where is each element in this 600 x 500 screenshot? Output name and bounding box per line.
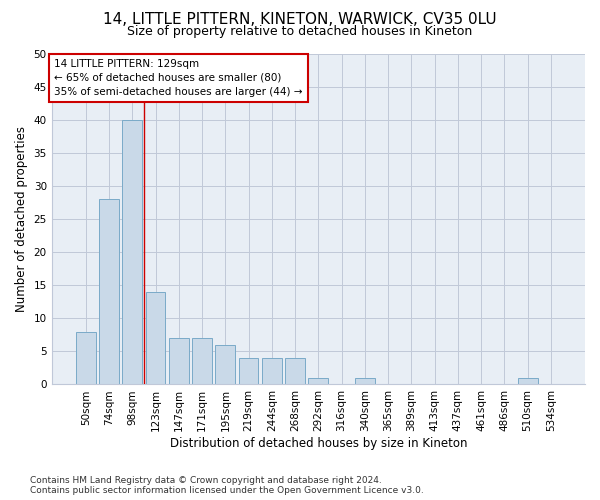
Bar xyxy=(308,378,328,384)
Bar xyxy=(355,378,375,384)
Bar xyxy=(122,120,142,384)
Bar xyxy=(99,200,119,384)
Bar xyxy=(262,358,282,384)
Bar xyxy=(285,358,305,384)
Bar xyxy=(169,338,188,384)
X-axis label: Distribution of detached houses by size in Kineton: Distribution of detached houses by size … xyxy=(170,437,467,450)
Bar xyxy=(192,338,212,384)
Bar xyxy=(239,358,259,384)
Text: 14, LITTLE PITTERN, KINETON, WARWICK, CV35 0LU: 14, LITTLE PITTERN, KINETON, WARWICK, CV… xyxy=(103,12,497,28)
Bar xyxy=(518,378,538,384)
Bar xyxy=(76,332,95,384)
Text: Size of property relative to detached houses in Kineton: Size of property relative to detached ho… xyxy=(127,25,473,38)
Text: 14 LITTLE PITTERN: 129sqm
← 65% of detached houses are smaller (80)
35% of semi-: 14 LITTLE PITTERN: 129sqm ← 65% of detac… xyxy=(55,59,303,97)
Bar xyxy=(146,292,166,384)
Y-axis label: Number of detached properties: Number of detached properties xyxy=(15,126,28,312)
Bar xyxy=(215,345,235,385)
Text: Contains HM Land Registry data © Crown copyright and database right 2024.
Contai: Contains HM Land Registry data © Crown c… xyxy=(30,476,424,495)
